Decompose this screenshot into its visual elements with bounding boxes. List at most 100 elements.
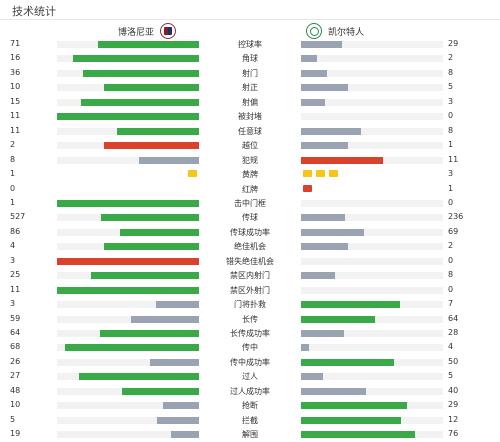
home-bar [73, 55, 199, 63]
stat-row: 64 长传成功率 28 [0, 327, 500, 341]
stat-label: 越位 [242, 141, 258, 151]
home-bar-track [57, 344, 199, 352]
away-team-name: 凯尔特人 [328, 27, 365, 38]
away-bar-track [301, 69, 443, 77]
stat-label: 击中门框 [234, 198, 266, 208]
home-bar-track [57, 272, 199, 280]
away-bar-track [301, 41, 443, 48]
home-bar-track [57, 156, 199, 164]
stat-row: 26 传中成功率 50 [0, 356, 500, 370]
yellow-card-icon [303, 170, 312, 178]
away-cards [301, 184, 314, 194]
home-bar-track [57, 373, 199, 381]
away-bar [301, 127, 361, 135]
away-bar-track [301, 214, 443, 222]
away-bar-track [301, 315, 443, 323]
stat-label: 禁区外射门 [230, 285, 270, 295]
away-value: 64 [448, 313, 459, 323]
stat-row: 16 角球 2 [0, 52, 500, 66]
away-bar [301, 228, 364, 236]
stat-label: 射门 [242, 68, 258, 78]
home-team-name: 博洛尼亚 [118, 27, 155, 38]
home-bar-track [57, 243, 199, 251]
home-bar-track [57, 55, 199, 63]
stat-label: 传球成功率 [230, 227, 270, 237]
away-bar-track [301, 387, 443, 395]
away-bar [301, 315, 375, 323]
away-bar-track [301, 113, 443, 121]
home-value: 10 [10, 82, 21, 92]
stat-label: 被封堵 [238, 112, 262, 122]
home-bar-track [57, 98, 199, 106]
home-value: 11 [10, 284, 21, 294]
stat-row: 48 过人成功率 40 [0, 385, 500, 399]
stat-row: 3 门将扑救 7 [0, 298, 500, 312]
home-bar-track [57, 113, 199, 121]
home-bar-track [57, 315, 199, 323]
home-value: 8 [10, 154, 16, 164]
away-value: 2 [448, 241, 454, 251]
home-bar [81, 98, 199, 106]
home-bar [83, 69, 199, 77]
home-bar-track [57, 127, 199, 135]
home-value: 527 [10, 212, 26, 222]
celtic-crest-icon [306, 23, 322, 39]
away-value: 0 [448, 111, 454, 121]
section-title: 技术统计 [12, 5, 56, 18]
away-value: 11 [448, 154, 459, 164]
stat-row: 11 禁区外射门 0 [0, 284, 500, 298]
home-value: 1 [10, 169, 16, 179]
stat-label: 过人 [242, 372, 258, 382]
away-bar-track [301, 373, 443, 381]
home-bar [57, 257, 199, 265]
away-bar-track [301, 156, 443, 164]
home-bar [117, 127, 199, 135]
stat-label: 解围 [242, 430, 258, 440]
home-value: 15 [10, 96, 21, 106]
home-value: 3 [10, 299, 16, 309]
away-value: 236 [448, 212, 464, 222]
teams-row: 博洛尼亚 凯尔特人 [0, 22, 500, 42]
stat-row: 5 拦截 12 [0, 414, 500, 428]
home-bar-track [57, 69, 199, 77]
home-bar [156, 301, 199, 309]
home-value: 26 [10, 356, 21, 366]
away-bar [301, 431, 415, 439]
away-bar [301, 84, 348, 92]
home-value: 36 [10, 67, 21, 77]
stat-row: 2 越位 1 [0, 139, 500, 153]
home-bar-track [57, 214, 199, 222]
home-bar [101, 214, 199, 222]
away-bar [301, 243, 348, 251]
away-bar [301, 358, 394, 366]
away-value: 8 [448, 270, 454, 280]
stat-label: 任意球 [238, 126, 262, 136]
home-team[interactable]: 博洛尼亚 [118, 23, 177, 39]
stat-label: 抢断 [242, 401, 258, 411]
away-bar [301, 41, 342, 48]
away-bar-track [301, 98, 443, 106]
away-team[interactable]: 凯尔特人 [306, 23, 364, 39]
home-bar-track [57, 301, 199, 309]
stat-label: 拦截 [242, 415, 258, 425]
home-value: 68 [10, 342, 21, 352]
home-bar [57, 199, 199, 207]
away-value: 3 [448, 169, 454, 179]
header-divider [0, 19, 500, 20]
away-value: 2 [448, 53, 454, 63]
home-value: 11 [10, 125, 21, 135]
stat-label: 禁区内射门 [230, 271, 270, 281]
home-value: 27 [10, 371, 21, 381]
away-value: 7 [448, 299, 454, 309]
away-value: 0 [448, 197, 454, 207]
away-bar-track [301, 84, 443, 92]
home-bar [163, 402, 199, 410]
away-value: 29 [448, 39, 459, 48]
home-bar [171, 431, 199, 439]
home-value: 3 [10, 255, 16, 265]
home-bar-track [57, 402, 199, 410]
stats-header: 技术统计 [0, 0, 500, 20]
away-bar-track [301, 272, 443, 280]
away-value: 8 [448, 67, 454, 77]
away-value: 29 [448, 400, 459, 410]
